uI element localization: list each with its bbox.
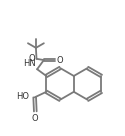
Text: O: O xyxy=(32,114,39,123)
Text: HO: HO xyxy=(16,92,29,101)
Text: HN: HN xyxy=(23,59,36,68)
Text: O: O xyxy=(28,54,35,63)
Text: O: O xyxy=(57,55,64,65)
